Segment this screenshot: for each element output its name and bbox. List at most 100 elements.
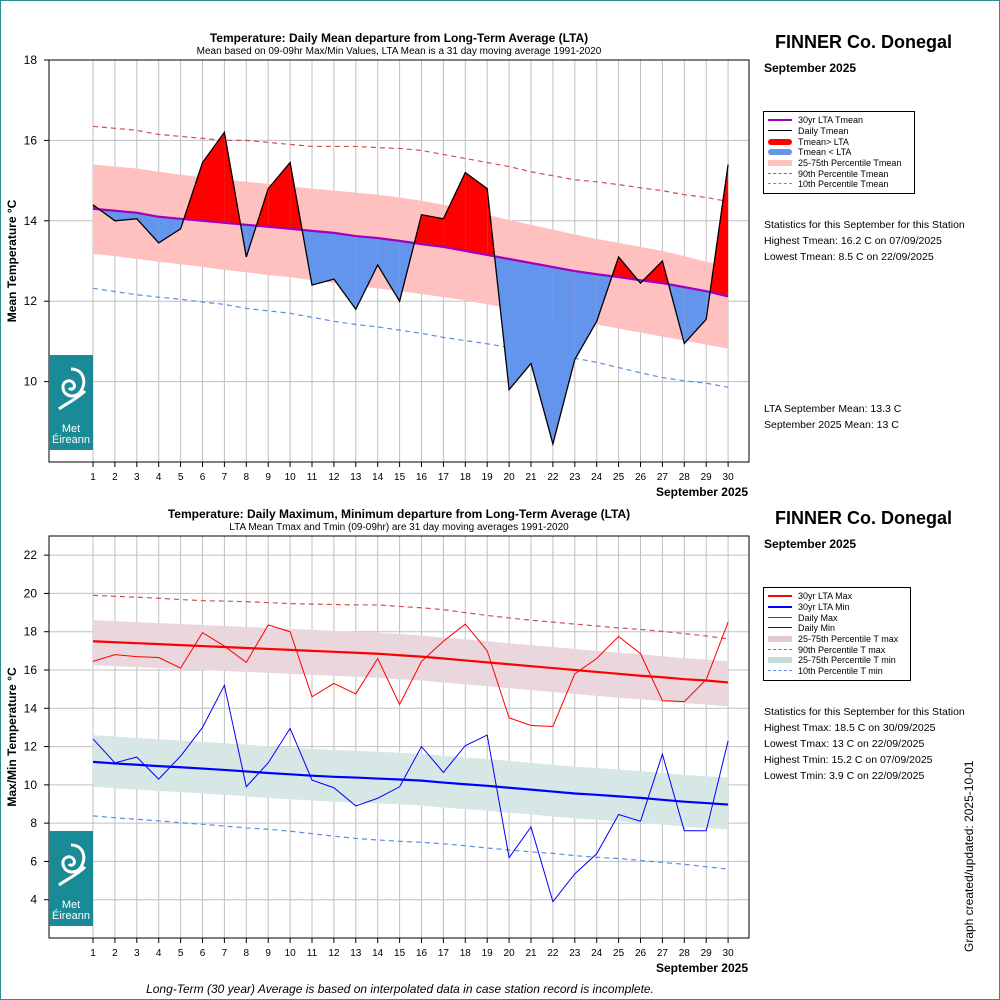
- lta-tmean-line: [92, 207, 729, 298]
- p1-ytick-label-14: 14: [24, 214, 38, 228]
- departure-fill-day-21: [531, 263, 553, 444]
- stat-lowest-tmin: Lowest Tmin: 3.9 C on 22/09/2025: [764, 770, 925, 782]
- p1-chart-subtitle: Mean based on 09-09hr Max/Min Values, LT…: [197, 46, 602, 57]
- p1-x-axis-label: September 2025: [656, 485, 748, 499]
- stat-highest-tmean: Highest Tmean: 16.2 C on 07/09/2025: [764, 235, 942, 247]
- daily-min-line: [92, 683, 729, 903]
- p1-xtick-label-17: 17: [438, 472, 450, 483]
- p1-xtick-label-11: 11: [307, 472, 318, 483]
- p2-xtick-label-6: 6: [200, 948, 206, 959]
- p2-xtick-label-20: 20: [504, 948, 516, 959]
- p2-xtick-label-30: 30: [723, 948, 735, 959]
- lta-month-mean: LTA September Mean: 13.3 C: [764, 403, 902, 415]
- p2-xtick-label-4: 4: [156, 948, 162, 959]
- legend-item-daily-min: Daily Min: [768, 623, 906, 634]
- legend-item-above: Tmean> LTA: [768, 136, 910, 147]
- p1-xtick-label-25: 25: [613, 472, 625, 483]
- swirl-icon: [58, 367, 87, 411]
- p90-tmax-line: [92, 594, 729, 640]
- p2-xtick-label-1: 1: [90, 948, 96, 959]
- departure-fill-day-20: [509, 258, 531, 390]
- lta-max-line: [92, 640, 729, 684]
- p1-xtick-label-24: 24: [591, 472, 603, 483]
- p2-xtick-label-9: 9: [265, 948, 271, 959]
- daily-tmean-line: [92, 130, 729, 447]
- p2-xtick-label-27: 27: [657, 948, 669, 959]
- p1-chart-title: Temperature: Daily Mean departure from L…: [210, 31, 588, 45]
- p1-ytick-label-12: 12: [24, 294, 38, 308]
- band-25-75-tmin: [93, 735, 729, 830]
- p1-xtick-label-13: 13: [350, 472, 362, 483]
- legend-item-daily-mean: Daily Tmean: [768, 126, 910, 137]
- departure-fill-day-11: [312, 230, 334, 286]
- p2-xtick-label-26: 26: [635, 948, 647, 959]
- stats-title: Statistics for this September for this S…: [764, 219, 965, 231]
- p1-xtick-label-28: 28: [679, 472, 691, 483]
- p2-xtick-label-14: 14: [372, 948, 384, 959]
- p1-xtick-label-3: 3: [134, 472, 140, 483]
- p2-ytick-label-8: 8: [30, 816, 37, 830]
- p2-ytick-label-14: 14: [24, 701, 38, 715]
- station-name-2: FINNER Co. Donegal: [775, 508, 953, 528]
- departure-fill-day-23: [574, 271, 597, 360]
- p2-xtick-label-13: 13: [350, 948, 362, 959]
- legend-item-lta-max: 30yr LTA Max: [768, 591, 906, 602]
- p1-ytick-label-16: 16: [24, 133, 38, 147]
- p2-xtick-label-29: 29: [701, 948, 713, 959]
- p1-xtick-label-9: 9: [265, 472, 271, 483]
- departure-fill-day-9: [268, 162, 291, 229]
- departure-fill-day-28: [684, 287, 707, 344]
- p1-plot-frame: [48, 59, 750, 463]
- legend-item-p90-mean: 90th Percentile Tmean: [768, 168, 910, 179]
- month-label: September 2025: [764, 61, 857, 75]
- month-mean: September 2025 Mean: 13 C: [764, 419, 899, 431]
- p10-tmin-line: [92, 815, 729, 870]
- p2-plot-frame: [48, 535, 750, 939]
- p1-xtick-label-21: 21: [525, 472, 537, 483]
- p1-xtick-label-16: 16: [416, 472, 428, 483]
- p1-xtick-label-20: 20: [504, 472, 516, 483]
- p2-xtick-label-5: 5: [178, 948, 184, 959]
- p1-xtick-label-1: 1: [90, 472, 96, 483]
- legend-item-band-min: 25-75th Percentile T min: [768, 655, 906, 666]
- p2-ytick-label-10: 10: [24, 778, 38, 792]
- p1-y-axis-label: Mean Temperature °C: [5, 199, 19, 322]
- p2-ytick-label-4: 4: [30, 893, 37, 907]
- p2-xtick-label-17: 17: [438, 948, 450, 959]
- legend-panel2: 30yr LTA Max 30yr LTA Min Daily Max Dail…: [763, 587, 911, 681]
- p2-ytick-label-12: 12: [24, 740, 38, 754]
- stat-lowest-tmax: Lowest Tmax: 13 C on 22/09/2025: [764, 738, 925, 750]
- stat-highest-tmax: Highest Tmax: 18.5 C on 30/09/2025: [764, 722, 936, 734]
- p10-tmean-line: [92, 287, 729, 388]
- legend-item-p10-min: 10th Percentile T min: [768, 666, 906, 677]
- graph-created-label: Graph created/updated: 2025-10-01: [962, 760, 976, 952]
- p2-ytick-label-6: 6: [30, 854, 37, 868]
- p1-xtick-label-22: 22: [547, 472, 559, 483]
- logo-text: Met Éireann: [52, 423, 90, 446]
- stats-panel1: Statistics for this September for this S…: [764, 217, 965, 265]
- p2-ytick-label-20: 20: [24, 586, 38, 600]
- p1-xtick-label-5: 5: [178, 472, 184, 483]
- p2-xtick-label-15: 15: [394, 948, 406, 959]
- p2-chart-subtitle: LTA Mean Tmax and Tmin (09-09hr) are 31 …: [229, 522, 569, 533]
- p1-xtick-label-10: 10: [285, 472, 297, 483]
- p2-x-axis-label: September 2025: [656, 961, 748, 975]
- stat-highest-tmin: Highest Tmin: 15.2 C on 07/09/2025: [764, 754, 933, 766]
- p2-xtick-label-23: 23: [569, 948, 581, 959]
- met-eireann-logo: Met Éireann: [49, 355, 93, 450]
- p2-xtick-label-8: 8: [244, 948, 250, 959]
- month-label-2: September 2025: [764, 537, 857, 551]
- band-25-75-tmax: [93, 620, 729, 707]
- departure-fill-day-18: [465, 172, 488, 255]
- legend-item-p90-max: 90th Percentile T max: [768, 644, 906, 655]
- p2-xtick-label-22: 22: [547, 948, 559, 959]
- legend-item-below: Tmean < LTA: [768, 147, 910, 158]
- daily-max-line: [92, 621, 729, 727]
- p2-xtick-label-12: 12: [328, 948, 340, 959]
- departure-fill-day-3: [136, 212, 159, 243]
- p2-xtick-label-28: 28: [679, 948, 691, 959]
- p1-xtick-label-6: 6: [200, 472, 206, 483]
- p2-xtick-label-16: 16: [416, 948, 428, 959]
- legend-panel1: 30yr LTA Tmean Daily Tmean Tmean> LTA Tm…: [763, 111, 915, 194]
- p1-xtick-label-19: 19: [482, 472, 494, 483]
